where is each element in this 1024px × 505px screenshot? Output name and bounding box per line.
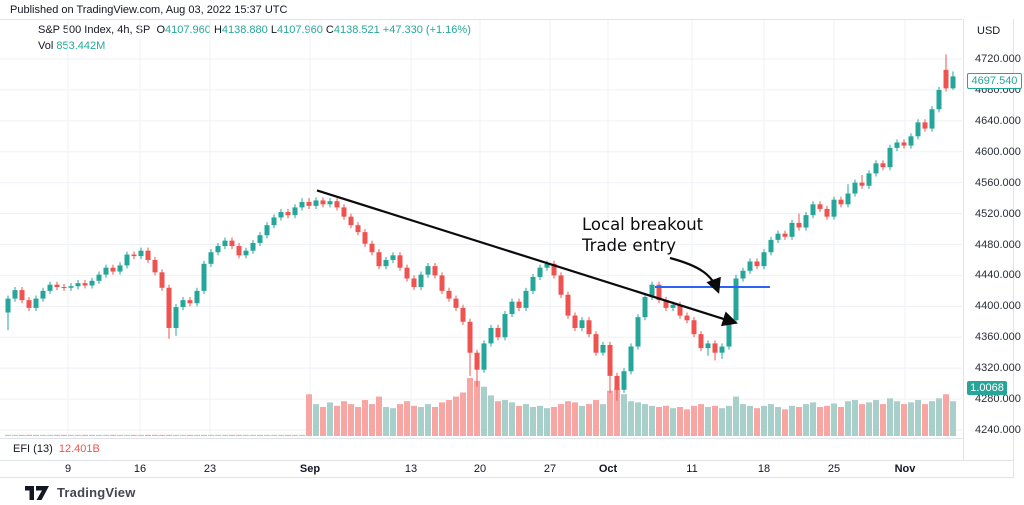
ohlc-letter: C	[325, 24, 334, 36]
price-axis-label: 4560.000	[975, 176, 1021, 189]
time-axis-label: 11	[686, 463, 698, 475]
volume-legend[interactable]: Vol 853.442M	[38, 40, 105, 53]
time-axis-label: 16	[133, 463, 147, 475]
annotation-text: Local breakout Trade entry	[582, 214, 703, 256]
price-axis-label: 4720.000	[975, 53, 1021, 65]
time-axis-label: Nov	[894, 463, 916, 475]
price-axis-label: 4400.000	[975, 300, 1021, 313]
price-axis-label: 4320.000	[975, 362, 1021, 375]
drawings-group[interactable]	[316, 189, 770, 327]
symbol-title: S&P 500 Index, 4h, SP	[38, 24, 151, 36]
ohlc-number: 4138.521	[333, 24, 383, 36]
indicator-value-badge: 1.0068	[967, 381, 1007, 395]
tradingview-logo-icon	[25, 485, 49, 500]
vol-label: Vol	[38, 40, 54, 52]
ohlc-letter: O	[156, 24, 166, 36]
tradingview-watermark[interactable]: TradingView	[25, 485, 136, 500]
pane-separator	[0, 438, 963, 439]
time-axis-separator	[0, 460, 1014, 461]
ohlc-number: 4107.960	[165, 24, 214, 36]
volume-bars-group	[5, 378, 956, 436]
annotation-line2: Trade entry	[582, 236, 677, 255]
gridlines	[0, 20, 962, 437]
currency-label: USD	[977, 25, 1001, 37]
price-axis-label: 4480.000	[975, 238, 1021, 251]
ohlc-values: O4107.960 H4138.880 L4107.960 C4138.521	[156, 24, 382, 36]
time-axis-label: 25	[827, 463, 841, 475]
trendline[interactable]	[316, 189, 738, 327]
tradingview-logo-text: TradingView	[57, 485, 136, 500]
price-axis-label: 4440.000	[975, 269, 1021, 282]
change-value: +47.330 (+1.16%)	[382, 24, 471, 36]
price-axis-label: 4360.000	[975, 331, 1021, 344]
price-axis-separator	[963, 19, 964, 460]
candlestick-chart[interactable]	[0, 19, 963, 438]
time-axis-label: 27	[543, 463, 557, 475]
efi-value: 12.401B	[58, 443, 100, 455]
efi-legend[interactable]: EFI (13) 12.401B	[13, 443, 100, 456]
ohlc-letter: H	[213, 24, 222, 36]
symbol-legend[interactable]: S&P 500 Index, 4h, SP O4107.960 H4138.88…	[38, 24, 471, 37]
chart-bottom-border	[0, 477, 1014, 478]
chart-top-border	[0, 19, 962, 20]
current-price-badge: 4697.540	[967, 73, 1022, 90]
price-axis-label: 4240.000	[975, 424, 1021, 436]
published-line: Published on TradingView.com, Aug 03, 20…	[10, 4, 288, 16]
time-axis-label: 20	[473, 463, 487, 475]
price-axis-label: 4280.000	[975, 393, 1021, 406]
ohlc-letter: L	[270, 24, 277, 36]
annotation-line1: Local breakout	[582, 215, 704, 234]
price-axis-label: 4520.000	[975, 207, 1021, 220]
ohlc-number: 4107.960	[276, 24, 326, 36]
entry-arrow[interactable]	[669, 256, 721, 294]
ohlc-number: 4138.880	[221, 24, 271, 36]
time-axis-label: Oct	[598, 463, 618, 475]
time-axis-label: 18	[757, 463, 771, 475]
chart-right-border	[1013, 19, 1014, 477]
time-axis-label: 13	[404, 463, 418, 475]
price-axis-label: 4640.000	[975, 114, 1021, 127]
time-axis-label: Sep	[299, 463, 321, 475]
candles-group	[5, 54, 956, 401]
vol-value: 853.442M	[56, 40, 106, 52]
price-axis-label: 4600.000	[975, 145, 1021, 158]
efi-label: EFI (13)	[13, 443, 53, 455]
time-axis-label: 9	[64, 463, 72, 475]
time-axis-label: 23	[203, 463, 217, 475]
